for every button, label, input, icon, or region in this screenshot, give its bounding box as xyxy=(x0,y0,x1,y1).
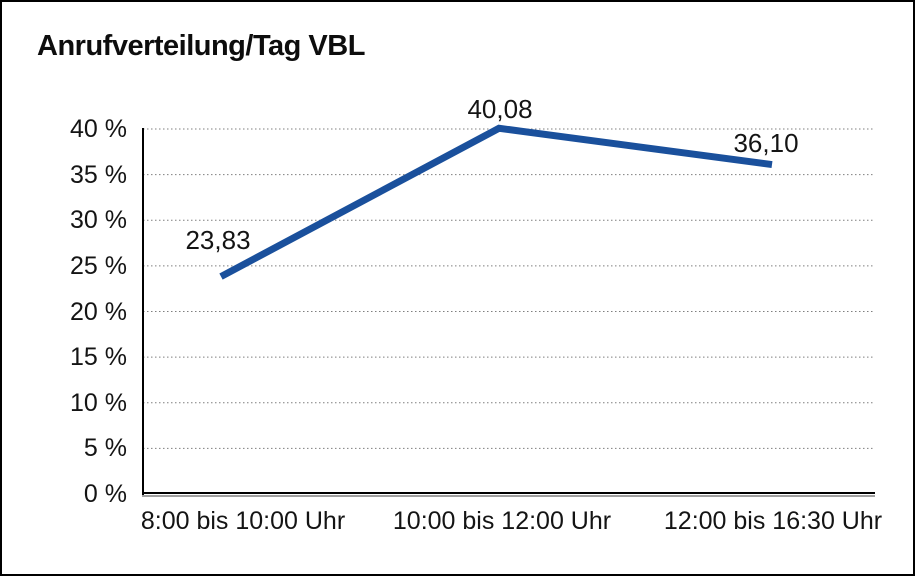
data-label-2: 36,10 xyxy=(733,127,799,158)
y-tick-label-20: 20 % xyxy=(70,297,127,326)
y-tick-label-10: 10 % xyxy=(70,388,127,417)
y-tick-label-30: 30 % xyxy=(70,206,127,235)
data-label-1: 40,08 xyxy=(467,94,533,125)
y-tick-label-15: 15 % xyxy=(70,343,127,372)
chart-title: Anrufverteilung/Tag VBL xyxy=(37,30,365,62)
series-line xyxy=(219,124,773,280)
x-category-label-1: 10:00 bis 12:00 Uhr xyxy=(392,507,612,535)
y-tick-label-25: 25 % xyxy=(70,251,127,280)
data-label-0: 23,83 xyxy=(185,224,251,255)
x-category-label-0: 8:00 bis 10:00 Uhr xyxy=(140,507,346,535)
y-tick-label-40: 40 % xyxy=(70,115,127,143)
y-tick-label-5: 5 % xyxy=(83,434,127,463)
y-tick-label-0: 0 % xyxy=(83,480,127,508)
x-category-label-2: 12:00 bis 16:30 Uhr xyxy=(663,507,883,535)
y-tick-label-35: 35 % xyxy=(70,160,127,189)
